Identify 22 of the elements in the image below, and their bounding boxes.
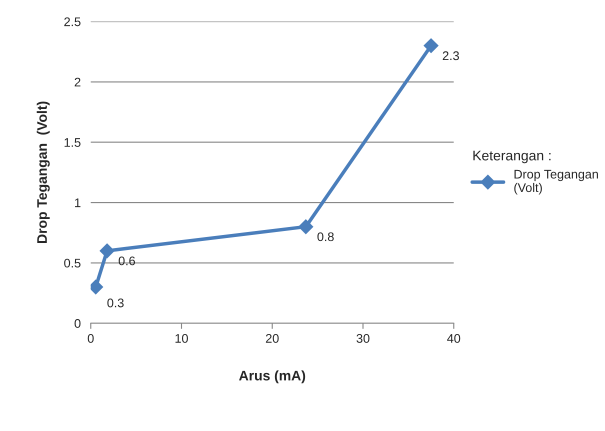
point — [100, 243, 114, 258]
x-tick-label: 30 — [356, 334, 370, 343]
y-tick-label: 1.5 — [64, 138, 81, 147]
point — [298, 219, 314, 234]
x-tick-label: 0 — [88, 334, 94, 343]
y-axis-title: Drop Tegangan (Volt) — [36, 102, 50, 243]
data-label: 0.8 — [317, 232, 334, 242]
x-axis-title: Arus (mA) — [239, 370, 306, 384]
data-label: 2.3 — [442, 51, 459, 60]
y-tick-label: 2.5 — [64, 17, 81, 26]
y-tick-label: 1 — [75, 198, 80, 208]
legend-title: Keterangan : — [473, 150, 551, 164]
data-label: 0.6 — [118, 256, 136, 266]
y-tick-label: 2 — [74, 78, 80, 86]
legend-label: Drop Tegangan (Volt) — [514, 170, 598, 195]
y-tick-label: 0.5 — [64, 258, 81, 268]
data-label: 0.3 — [107, 298, 124, 308]
x-tick-label: 40 — [447, 334, 460, 343]
x-tick-label: 20 — [266, 334, 279, 343]
y-tick-label: 0 — [74, 319, 81, 328]
point — [424, 38, 438, 54]
x-tick-label: 10 — [176, 334, 188, 343]
